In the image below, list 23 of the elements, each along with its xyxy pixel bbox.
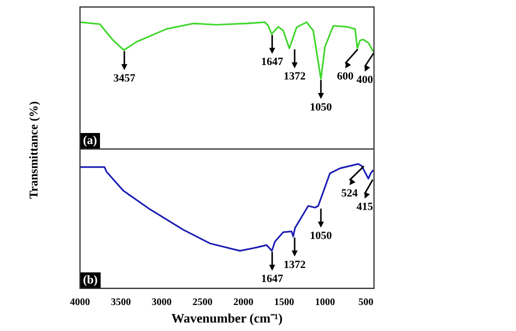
x-tick-label: 2000 [233,296,254,308]
annotation: 600 [337,70,354,83]
x-tick-label: 1000 [315,296,335,308]
annotation: 1050 [310,230,332,242]
x-tick-label: 3000 [152,296,172,308]
x-tick-label: 4000 [70,296,90,308]
x-tick-label: 2500 [192,296,212,308]
annotation: 400 [356,74,374,86]
annotation: (a) [83,133,97,148]
annotation: 1050 [310,101,332,114]
annotation: 415 [356,200,374,213]
annotation: 1372 [284,258,306,271]
x-tick-label: 500 [358,296,374,308]
x-tick-label: 3500 [110,296,131,308]
annotation: 3457 [113,72,136,84]
annotation: 1647 [261,56,284,68]
x-tick-label: 1500 [274,296,294,308]
annotation: 1647 [261,273,284,286]
annotation: 1372 [284,70,306,83]
annotation: 524 [341,188,358,200]
y-axis-title: Transmittance (%) [26,101,42,199]
x-axis-title: Wavenumber (cm⁻¹) [171,310,283,326]
annotation: (b) [83,272,98,286]
